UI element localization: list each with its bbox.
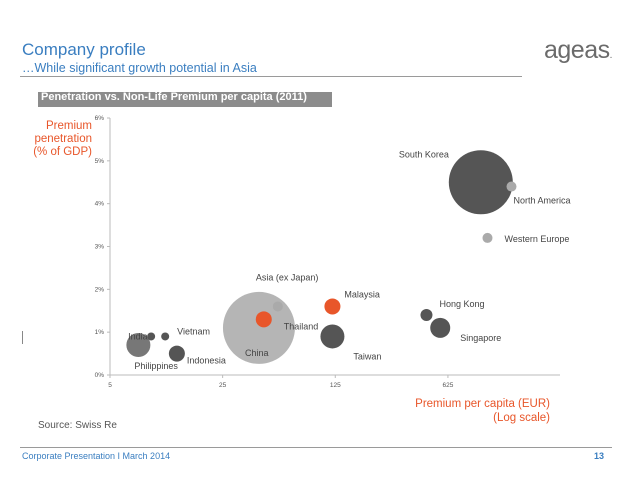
bubble-point bbox=[255, 311, 272, 328]
chart-title-banner bbox=[38, 92, 332, 107]
y-axis-label-line: penetration bbox=[34, 133, 92, 145]
point-label: India bbox=[128, 331, 148, 341]
point-label: Malaysia bbox=[344, 289, 380, 299]
logo-mark: . bbox=[609, 50, 613, 61]
point-label: Vietnam bbox=[177, 326, 210, 336]
bubble-point bbox=[161, 332, 170, 341]
y-tick-label: 2% bbox=[95, 286, 105, 293]
x-tick-label: 5 bbox=[108, 382, 112, 389]
y-axis-label: Premium penetration (% of GDP) bbox=[20, 120, 92, 159]
y-axis-label-line: Premium bbox=[45, 120, 92, 132]
x-axis-label-line: Premium per capita (EUR) bbox=[415, 398, 550, 410]
y-axis-label-line: (% of GDP) bbox=[33, 146, 92, 158]
left-accent-mark bbox=[22, 331, 23, 344]
point-label: North America bbox=[513, 196, 570, 206]
point-label: China bbox=[245, 348, 269, 358]
bubble-point bbox=[506, 181, 517, 192]
bubble-point bbox=[420, 309, 433, 322]
y-tick-label: 5% bbox=[95, 158, 105, 165]
point-label: Asia (ex Japan) bbox=[256, 272, 319, 282]
bubble-point bbox=[324, 298, 341, 315]
slide-subtitle: …While significant growth potential in A… bbox=[22, 61, 257, 75]
bubble-point bbox=[272, 301, 283, 312]
point-label: Taiwan bbox=[353, 351, 381, 361]
point-label: Thailand bbox=[284, 321, 319, 331]
x-tick-label: 625 bbox=[442, 382, 453, 389]
y-tick-label: 6% bbox=[95, 115, 105, 122]
page-number: 13 bbox=[594, 451, 605, 461]
x-tick-label: 125 bbox=[330, 382, 341, 389]
y-tick-label: 4% bbox=[95, 201, 105, 208]
bubble-point bbox=[147, 332, 156, 341]
bubble-point bbox=[126, 333, 151, 358]
bubble-point bbox=[430, 317, 451, 338]
point-label: Philippines bbox=[134, 361, 178, 371]
point-label: Indonesia bbox=[187, 356, 226, 366]
chart-title: Penetration vs. Non-Life Premium per cap… bbox=[41, 91, 307, 103]
bubble-point bbox=[482, 232, 493, 243]
ageas-logo: ageas. bbox=[544, 36, 612, 65]
x-axis-label-line: (Log scale) bbox=[493, 412, 550, 424]
x-axis-label: Premium per capita (EUR) (Log scale) bbox=[390, 397, 550, 425]
source-note: Source: Swiss Re bbox=[38, 420, 117, 431]
bubble-point bbox=[168, 345, 185, 362]
bubble-point bbox=[448, 150, 513, 215]
point-label: South Korea bbox=[399, 149, 449, 159]
point-label: Hong Kong bbox=[439, 299, 484, 309]
footer-divider bbox=[20, 447, 612, 448]
x-tick-label: 25 bbox=[219, 382, 227, 389]
logo-text: ageas bbox=[544, 36, 610, 64]
slide-title: Company profile bbox=[22, 40, 146, 59]
y-tick-label: 1% bbox=[95, 329, 105, 336]
y-tick-label: 3% bbox=[95, 244, 105, 251]
y-tick-label: 0% bbox=[95, 372, 105, 379]
title-divider bbox=[20, 76, 522, 77]
footer-text: Corporate Presentation I March 2014 bbox=[22, 451, 171, 461]
point-label: Western Europe bbox=[504, 234, 569, 244]
bubble-point bbox=[320, 324, 345, 349]
point-label: Singapore bbox=[460, 333, 501, 343]
